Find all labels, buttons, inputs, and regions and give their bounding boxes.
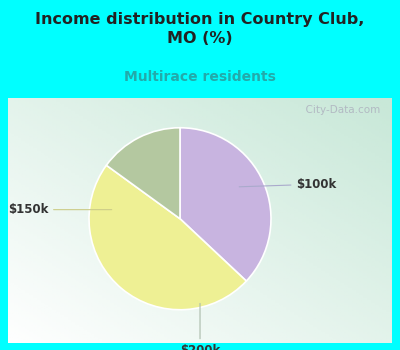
Text: Income distribution in Country Club,
MO (%): Income distribution in Country Club, MO … [35,12,365,46]
Wedge shape [106,128,180,219]
Text: $150k: $150k [8,203,112,216]
Text: City-Data.com: City-Data.com [299,105,380,116]
Text: Multirace residents: Multirace residents [124,70,276,84]
Wedge shape [180,128,271,281]
Wedge shape [89,165,246,310]
Text: $200k: $200k [180,303,220,350]
Text: $100k: $100k [239,178,337,191]
